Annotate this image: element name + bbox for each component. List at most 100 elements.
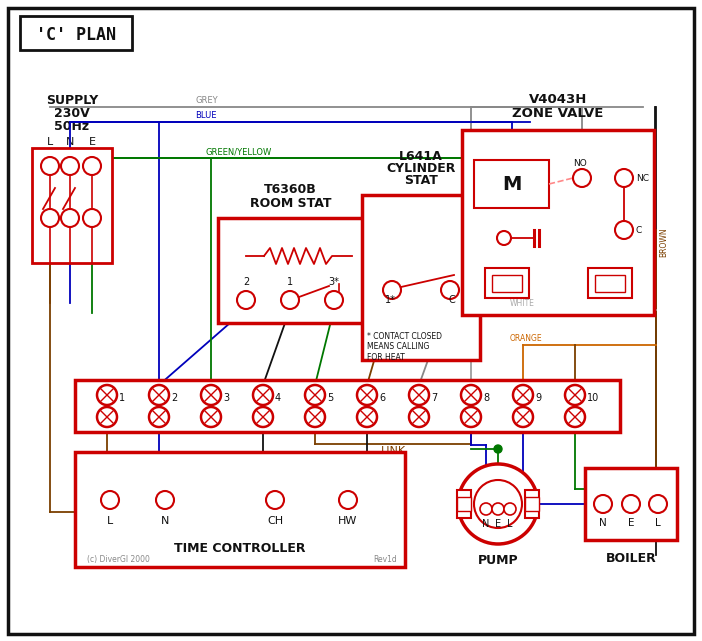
Circle shape [97, 407, 117, 427]
Text: N: N [482, 519, 490, 529]
Circle shape [409, 385, 429, 405]
Circle shape [61, 157, 79, 175]
Text: E: E [495, 519, 501, 529]
Text: L641A: L641A [399, 150, 443, 163]
Circle shape [253, 385, 273, 405]
Circle shape [565, 385, 585, 405]
Circle shape [615, 169, 633, 187]
Bar [585, 468, 677, 540]
Text: 1*: 1* [385, 295, 395, 305]
Text: N: N [66, 137, 74, 147]
Circle shape [622, 495, 640, 513]
Circle shape [383, 281, 401, 299]
Circle shape [201, 407, 221, 427]
Circle shape [513, 385, 533, 405]
Circle shape [461, 385, 481, 405]
Bar [75, 452, 405, 567]
Text: 10: 10 [587, 393, 600, 403]
Text: WHITE: WHITE [510, 299, 535, 308]
Text: BOILER: BOILER [606, 552, 656, 565]
Text: 2: 2 [171, 393, 177, 403]
Circle shape [83, 209, 101, 227]
Bar [492, 275, 522, 292]
Text: N: N [161, 516, 169, 526]
Circle shape [201, 385, 221, 405]
Circle shape [41, 157, 59, 175]
Circle shape [281, 291, 299, 309]
Text: (c) DiverGl 2000: (c) DiverGl 2000 [87, 555, 150, 564]
Text: 1: 1 [119, 393, 125, 403]
Text: 4: 4 [275, 393, 281, 403]
Bar [588, 268, 632, 298]
Bar [457, 497, 471, 511]
Text: ZONE VALVE: ZONE VALVE [512, 107, 604, 120]
Circle shape [494, 445, 502, 453]
Text: 50Hz: 50Hz [55, 119, 90, 133]
Text: L: L [47, 137, 53, 147]
Circle shape [305, 407, 325, 427]
Text: 1: 1 [287, 277, 293, 287]
Bar [20, 16, 132, 50]
Bar [75, 380, 620, 432]
Text: LINK: LINK [380, 446, 406, 456]
Circle shape [474, 480, 522, 528]
Text: V4043H: V4043H [529, 93, 587, 106]
Circle shape [458, 464, 538, 544]
Text: ROOM STAT: ROOM STAT [250, 197, 331, 210]
Circle shape [266, 491, 284, 509]
Text: NC: NC [636, 174, 649, 183]
Text: CH: CH [267, 516, 283, 526]
Text: T6360B: T6360B [264, 183, 317, 196]
Circle shape [156, 491, 174, 509]
Text: C: C [449, 295, 456, 305]
Circle shape [83, 157, 101, 175]
Text: E: E [88, 137, 95, 147]
Text: 'C' PLAN: 'C' PLAN [36, 26, 116, 44]
Text: 5: 5 [327, 393, 333, 403]
Bar [525, 490, 539, 518]
Text: 3: 3 [223, 393, 229, 403]
Circle shape [305, 385, 325, 405]
Circle shape [573, 169, 591, 187]
Bar [218, 218, 363, 323]
Text: 8: 8 [483, 393, 489, 403]
Text: 230V: 230V [54, 106, 90, 119]
Circle shape [615, 221, 633, 239]
Circle shape [441, 281, 459, 299]
Circle shape [61, 209, 79, 227]
Text: CYLINDER: CYLINDER [386, 162, 456, 175]
Circle shape [41, 209, 59, 227]
Text: PUMP: PUMP [477, 554, 518, 567]
Text: STAT: STAT [404, 174, 438, 187]
Text: L: L [655, 518, 661, 528]
Text: ORANGE: ORANGE [510, 334, 543, 343]
Text: BROWN: BROWN [659, 228, 668, 257]
Circle shape [649, 495, 667, 513]
Text: GREEN/YELLOW: GREEN/YELLOW [205, 147, 271, 156]
Circle shape [594, 495, 612, 513]
Circle shape [101, 491, 119, 509]
Bar [485, 268, 529, 298]
Text: SUPPLY: SUPPLY [46, 94, 98, 106]
Circle shape [149, 407, 169, 427]
Text: M: M [502, 174, 521, 194]
Circle shape [253, 407, 273, 427]
Circle shape [339, 491, 357, 509]
Circle shape [497, 231, 511, 245]
Circle shape [357, 385, 377, 405]
Bar [595, 275, 625, 292]
Text: 2: 2 [243, 277, 249, 287]
Text: L: L [107, 516, 113, 526]
Text: 6: 6 [379, 393, 385, 403]
Bar [462, 130, 654, 315]
Text: 9: 9 [535, 393, 541, 403]
Bar [525, 497, 539, 511]
Circle shape [480, 503, 492, 515]
Circle shape [97, 385, 117, 405]
Text: E: E [628, 518, 634, 528]
Text: NO: NO [573, 159, 587, 168]
Bar [457, 490, 471, 518]
Circle shape [357, 407, 377, 427]
Circle shape [461, 407, 481, 427]
Text: TIME CONTROLLER: TIME CONTROLLER [174, 542, 306, 556]
